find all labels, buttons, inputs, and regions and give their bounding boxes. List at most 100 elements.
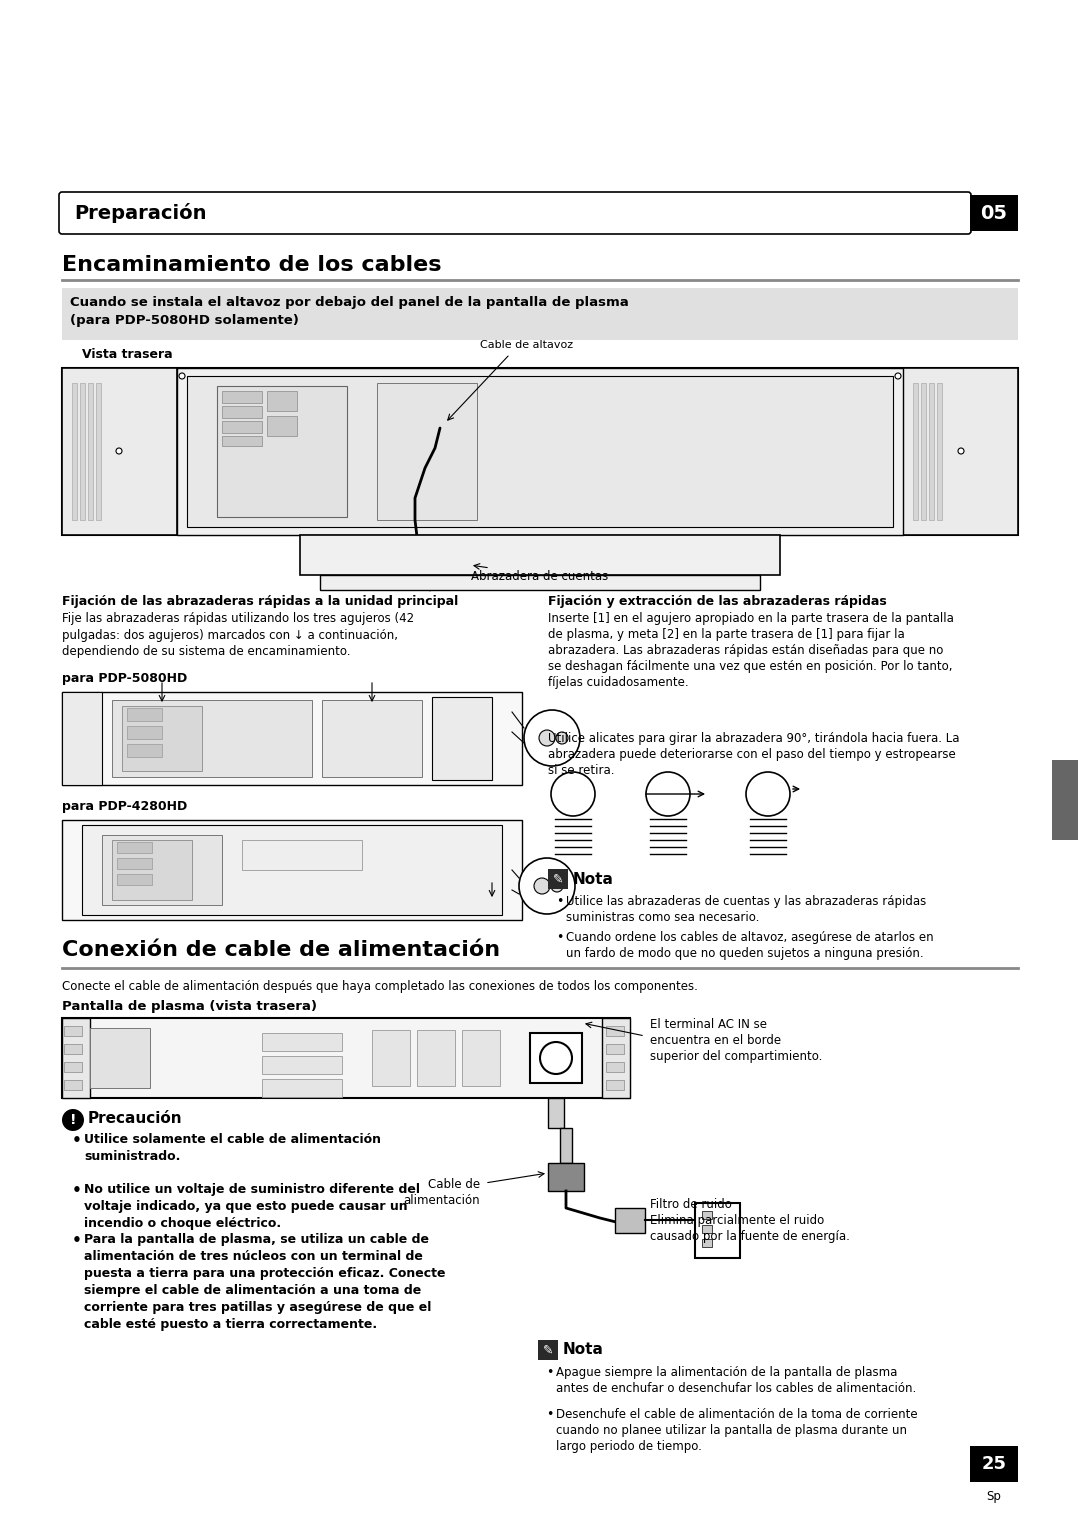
Bar	[696, 1203, 740, 1258]
Bar	[64, 1062, 82, 1073]
Bar	[417, 1030, 455, 1086]
Bar	[530, 1033, 582, 1083]
Bar	[602, 1018, 630, 1099]
Bar	[127, 744, 162, 756]
Text: Inserte [1] en el agujero apropiado en la parte trasera de la pantalla
de plasma: Inserte [1] en el agujero apropiado en l…	[548, 613, 954, 689]
Bar	[548, 1163, 584, 1190]
Text: Nota: Nota	[573, 871, 613, 886]
Bar	[127, 726, 162, 740]
Text: Pantalla de plasma (vista trasera): Pantalla de plasma (vista trasera)	[62, 999, 318, 1013]
Text: ✎: ✎	[553, 872, 564, 886]
Bar	[300, 535, 780, 575]
Text: No utilice un voltaje de suministro diferente del
voltaje indicado, ya que esto : No utilice un voltaje de suministro dife…	[84, 1183, 420, 1230]
Bar	[122, 706, 202, 772]
Bar	[62, 692, 102, 785]
Bar	[87, 384, 93, 520]
Text: !: !	[70, 1112, 77, 1128]
Circle shape	[116, 448, 122, 454]
Bar	[62, 1018, 630, 1099]
Bar	[112, 700, 312, 778]
Bar	[561, 1128, 572, 1163]
Text: 25: 25	[982, 1455, 1007, 1473]
Circle shape	[556, 732, 568, 744]
Circle shape	[62, 1109, 84, 1131]
Text: 05: 05	[981, 203, 1008, 223]
Text: Encaminamiento de los cables: Encaminamiento de los cables	[62, 255, 442, 275]
Bar	[702, 1225, 712, 1233]
Bar	[127, 707, 162, 721]
Bar	[117, 859, 152, 869]
Bar	[222, 406, 262, 419]
Bar	[903, 368, 1018, 535]
Bar	[702, 1212, 712, 1219]
Text: Cuando ordene los cables de altavoz, asegúrese de atarlos en
un fardo de modo qu: Cuando ordene los cables de altavoz, ase…	[566, 931, 933, 960]
Circle shape	[551, 880, 563, 892]
Text: Fijación de las abrazaderas rápidas a la unidad principal: Fijación de las abrazaderas rápidas a la…	[62, 594, 458, 608]
Bar	[262, 1079, 342, 1097]
Bar	[921, 384, 926, 520]
Bar	[62, 821, 522, 920]
Text: Utilice alicates para girar la abrazadera 90°, tirándola hacia fuera. La
abrazad: Utilice alicates para girar la abrazader…	[548, 732, 959, 778]
Text: Conecte el cable de alimentación después que haya completado las conexiones de t: Conecte el cable de alimentación después…	[62, 979, 698, 993]
Bar	[72, 384, 77, 520]
Text: Conexión de cable de alimentación: Conexión de cable de alimentación	[62, 940, 500, 960]
Text: •: •	[556, 895, 564, 908]
Text: •: •	[72, 1183, 82, 1198]
Text: Cable de
alimentación: Cable de alimentación	[403, 1178, 480, 1207]
Bar	[62, 287, 1018, 341]
Bar	[606, 1044, 624, 1054]
Bar	[937, 384, 942, 520]
Bar	[222, 435, 262, 446]
Bar	[462, 1030, 500, 1086]
Text: Utilice solamente el cable de alimentación
suministrado.: Utilice solamente el cable de alimentaci…	[84, 1132, 381, 1163]
Bar	[62, 368, 177, 535]
Circle shape	[551, 772, 595, 816]
Bar	[702, 1239, 712, 1247]
Text: Filtro de ruido
Elimina parcialmente el ruido
causado por la fuente de energía.: Filtro de ruido Elimina parcialmente el …	[650, 1198, 850, 1242]
Text: Abrazadera de cuentas: Abrazadera de cuentas	[471, 570, 609, 584]
Bar	[62, 692, 522, 785]
Text: •: •	[556, 931, 564, 944]
Text: Cuando se instala el altavoz por debajo del panel de la pantalla de plasma: Cuando se instala el altavoz por debajo …	[70, 296, 629, 309]
Bar	[262, 1033, 342, 1051]
Bar	[372, 1030, 410, 1086]
Bar	[90, 1028, 150, 1088]
Bar	[177, 368, 903, 535]
Bar	[217, 387, 347, 516]
Circle shape	[539, 730, 555, 746]
Bar	[538, 1340, 558, 1360]
Bar	[377, 384, 477, 520]
Bar	[548, 869, 568, 889]
Bar	[913, 384, 918, 520]
Bar	[970, 1445, 1018, 1482]
Bar	[62, 368, 1018, 535]
Bar	[64, 1080, 82, 1089]
Bar	[117, 842, 152, 853]
Text: para PDP-5080HD: para PDP-5080HD	[62, 672, 187, 685]
Bar	[320, 575, 760, 590]
Text: Nota: Nota	[563, 1343, 604, 1357]
Bar	[615, 1209, 645, 1233]
Bar	[606, 1080, 624, 1089]
Circle shape	[179, 373, 185, 379]
Circle shape	[540, 1042, 572, 1074]
Circle shape	[519, 859, 575, 914]
Text: ✎: ✎	[543, 1343, 553, 1357]
Bar	[96, 384, 102, 520]
Bar	[1052, 759, 1078, 840]
Bar	[82, 825, 502, 915]
Bar	[548, 1099, 564, 1128]
Text: Desenchufe el cable de alimentación de la toma de corriente
cuando no planee uti: Desenchufe el cable de alimentación de l…	[556, 1407, 918, 1453]
Bar	[102, 834, 222, 905]
Circle shape	[895, 373, 901, 379]
Circle shape	[534, 879, 550, 894]
Bar	[322, 700, 422, 778]
FancyBboxPatch shape	[59, 193, 971, 234]
Bar	[64, 1025, 82, 1036]
Bar	[606, 1025, 624, 1036]
Circle shape	[646, 772, 690, 816]
Text: Fije las abrazaderas rápidas utilizando los tres agujeros (42
pulgadas: dos aguj: Fije las abrazaderas rápidas utilizando …	[62, 613, 414, 659]
Text: para PDP-4280HD: para PDP-4280HD	[62, 801, 187, 813]
Bar	[432, 697, 492, 779]
Text: (para PDP-5080HD solamente): (para PDP-5080HD solamente)	[70, 313, 299, 327]
